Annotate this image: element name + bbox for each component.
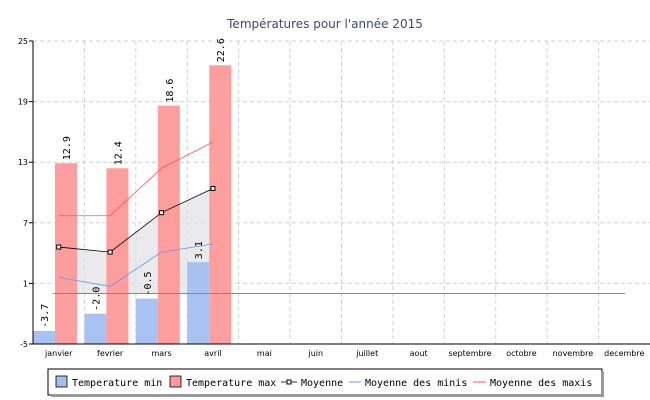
legend-label-moyenne: Moyenne — [301, 378, 343, 389]
bar-min-avril — [187, 262, 210, 344]
moyenne-marker-3 — [210, 185, 216, 191]
bar-series — [33, 65, 232, 345]
label-min-janvier: -3.7 — [40, 304, 51, 328]
x-tick-label-fevrier: fevrier — [97, 349, 124, 358]
legend-label-maxis: Moyenne des maxis — [490, 378, 592, 389]
bar-max-avril — [209, 65, 232, 345]
bar-min-mars — [135, 298, 158, 344]
legend-swatch-min — [55, 375, 68, 388]
legend-marker-moyenne — [286, 379, 292, 385]
x-tick-label-octobre: octobre — [506, 349, 537, 358]
label-min-avril: 3.1 — [194, 241, 205, 259]
legend-shadow-right — [601, 372, 604, 397]
bar-min-fevrier — [84, 313, 107, 344]
x-tick-label-juillet: juillet — [355, 349, 378, 358]
legend-label-minis: Moyenne des minis — [365, 378, 467, 389]
legend-shadow-bottom — [51, 394, 604, 397]
moyenne-marker-2 — [159, 210, 165, 216]
bar-min-janvier — [33, 330, 55, 344]
label-max-janvier: 12.9 — [62, 136, 73, 160]
y-tick-label-5: 25 — [18, 37, 28, 46]
y-tick-label-0: -5 — [20, 340, 28, 349]
x-tick-label-mai: mai — [257, 349, 272, 358]
x-tick-label-aout: aout — [410, 349, 428, 358]
x-tick-label-avril: avril — [204, 349, 221, 358]
line-moyenne-maxis — [58, 141, 214, 217]
chart-title: Températures pour l'année 2015 — [226, 17, 423, 31]
x-tick-label-janvier: janvier — [44, 349, 73, 358]
legend-label-min: Temperature min — [72, 378, 162, 389]
bar-max-janvier — [55, 163, 77, 344]
x-tick-label-mars: mars — [151, 349, 171, 358]
bar-max-fevrier — [106, 168, 129, 344]
y-tick-label-4: 19 — [18, 98, 28, 107]
x-tick-label-decembre: decembre — [604, 349, 644, 358]
label-max-mars: 18.6 — [165, 79, 176, 103]
moyenne-marker-0 — [56, 244, 62, 250]
line-moyenne-minis — [58, 243, 214, 287]
moyenne-marker-1 — [107, 249, 113, 255]
label-min-fevrier: -2.0 — [91, 287, 102, 311]
y-tick-label-3: 13 — [18, 158, 28, 167]
line-moyenne — [58, 188, 214, 253]
y-tick-label-2: 7 — [23, 219, 28, 228]
bar-max-mars — [157, 105, 180, 344]
legend-label-max: Temperature max — [186, 378, 276, 389]
label-max-avril: 22.6 — [216, 38, 227, 62]
value-labels: -3.7 -2.0 -0.5 3.1 12.9 12.4 18.6 22.6 — [40, 38, 227, 328]
x-tick-label-novembre: novembre — [553, 349, 594, 358]
axes: -5 1 7 13 19 25 janvier fevrier mars avril mai juin… — [18, 37, 650, 358]
label-min-mars: -0.5 — [143, 271, 154, 295]
x-tick-label-septembre: septembre — [448, 349, 491, 358]
x-tick-label-juin: juin — [307, 349, 323, 358]
y-tick-label-1: 1 — [23, 279, 28, 288]
label-max-fevrier: 12.4 — [113, 141, 124, 165]
line-series — [53, 141, 625, 294]
legend: Temperature min Temperature max Moyenne Moy… — [47, 368, 604, 397]
legend-swatch-max — [169, 375, 182, 388]
